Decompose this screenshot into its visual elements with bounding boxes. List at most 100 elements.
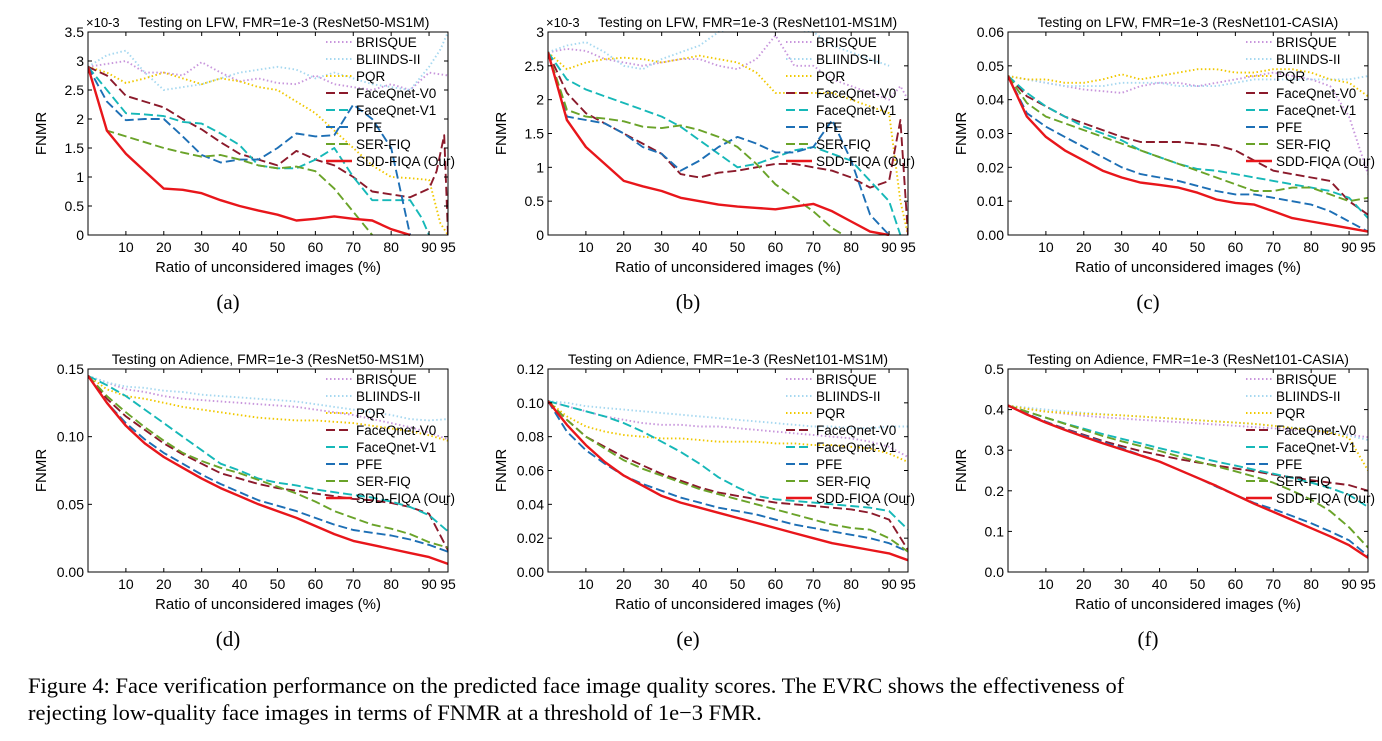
- panel-label: (b): [675, 290, 701, 314]
- y-tick-label: 0.00: [977, 227, 1004, 243]
- y-tick-label: 0.06: [977, 24, 1004, 40]
- series-line: [548, 400, 908, 430]
- x-axis-label: Ratio of unconsidered images (%): [1075, 259, 1301, 276]
- series-line: [88, 66, 412, 236]
- x-tick-label: 40: [232, 239, 248, 255]
- y-tick-label: 0.01: [977, 193, 1004, 209]
- y-tick-label: 3: [536, 24, 544, 40]
- chart-svg: 10 20 30 40 50 60 70 80 90 95 0 0.5 1 1.5 2 2.5 3 Ratio o…: [493, 14, 916, 276]
- x-tick-label: 80: [1303, 576, 1319, 592]
- chart-svg: 10 20 30 40 50 60 70 80 90 95 0 0.5 1 1.5 2 2.5 3 3.5 Rati…: [33, 14, 456, 276]
- x-tick-label: 50: [730, 239, 746, 255]
- chart-svg: 10 20 30 40 50 60 70 80 90 95 0.00 0.01 0.02 0.03 0.04…: [953, 14, 1376, 276]
- x-tick-label: 50: [730, 576, 746, 592]
- series-line: [1008, 404, 1368, 471]
- legend-entry: SER-FIQ: [816, 137, 871, 152]
- x-tick-label: 20: [616, 239, 632, 255]
- series-line: [1008, 68, 1368, 98]
- series-line: [88, 374, 448, 441]
- y-tick-label: 0.02: [517, 530, 544, 546]
- chart-title: Testing on LFW, FMR=1e-3 (ResNet50-MS1M): [138, 14, 429, 30]
- y-tick-label: 0.02: [977, 159, 1004, 175]
- y-axis-label: FNMR: [33, 449, 50, 492]
- y-tick-label: 0: [536, 227, 544, 243]
- x-tick-label: 20: [156, 239, 172, 255]
- legend-entry: BRISQUE: [1276, 372, 1337, 387]
- figure-caption: Figure 4: Face verification performance …: [28, 672, 1358, 726]
- x-tick-label: 80: [383, 576, 399, 592]
- y-tick-label: 0.10: [517, 395, 544, 411]
- x-tick-label: 10: [1038, 576, 1054, 592]
- chart-title: Testing on Adience, FMR=1e-3 (ResNet101-…: [568, 351, 888, 367]
- series-line: [88, 66, 430, 236]
- legend-entry: FaceQnet-V0: [356, 86, 436, 101]
- panel-label: (f): [1137, 627, 1159, 651]
- axis-exponent-label: ×10-3: [546, 15, 580, 30]
- y-tick-label: 0.0: [985, 564, 1005, 580]
- panel-label: (e): [676, 627, 700, 651]
- chart-svg: 10 20 30 40 50 60 70 80 90 95 0.00 0.02 0.04 0.06 0.08…: [493, 351, 916, 613]
- x-tick-label: 70: [805, 239, 821, 255]
- legend-entry: PFE: [356, 457, 382, 472]
- x-tick-label: 90: [1341, 576, 1357, 592]
- series-line: [548, 400, 908, 463]
- series-line: [88, 65, 448, 236]
- x-tick-label: 70: [345, 576, 361, 592]
- series-line: [548, 52, 845, 236]
- series-line: [548, 34, 908, 101]
- y-tick-label: 0.3: [985, 442, 1005, 458]
- y-tick-label: 0.00: [57, 564, 84, 580]
- x-axis-label: Ratio of unconsidered images (%): [1075, 596, 1301, 613]
- x-tick-label: 80: [843, 576, 859, 592]
- chart-title: Testing on LFW, FMR=1e-3 (ResNet101-CASI…: [1038, 14, 1339, 30]
- legend-entry: SER-FIQ: [816, 474, 871, 489]
- y-axis-label: FNMR: [493, 449, 510, 492]
- x-tick-label: 70: [345, 239, 361, 255]
- series-line: [548, 51, 902, 236]
- axis-exponent-label: ×10-3: [86, 15, 120, 30]
- legend-entry: PQR: [356, 69, 386, 84]
- legend-entry: FaceQnet-V1: [1276, 440, 1356, 455]
- chart-panel: 10 20 30 40 50 60 70 80 90 95 0.00 0.05 0.10 0.15 Rati…: [0, 347, 456, 667]
- x-tick-label: 95: [1360, 239, 1376, 255]
- x-tick-label: 10: [118, 239, 134, 255]
- series-line: [88, 66, 373, 236]
- legend-entry: SER-FIQ: [356, 137, 411, 152]
- legend-entry: BRISQUE: [1276, 35, 1337, 50]
- x-tick-label: 95: [900, 576, 916, 592]
- y-tick-label: 0.4: [985, 402, 1005, 418]
- chart-panel: 10 20 30 40 50 60 70 80 90 95 0.00 0.01 0.02 0.03 0.04…: [920, 10, 1376, 330]
- y-axis-label: FNMR: [953, 112, 970, 155]
- y-tick-label: 0.5: [525, 193, 545, 209]
- legend-entry: PFE: [816, 120, 842, 135]
- series-line: [1008, 404, 1368, 439]
- series-line: [548, 52, 890, 236]
- x-tick-label: 80: [383, 239, 399, 255]
- x-tick-label: 50: [270, 239, 286, 255]
- legend-entry: SDD-FIQA (Our): [356, 491, 455, 506]
- x-tick-label: 30: [1114, 239, 1130, 255]
- y-tick-label: 0.05: [977, 58, 1004, 74]
- x-tick-label: 60: [768, 239, 784, 255]
- x-tick-label: 20: [156, 576, 172, 592]
- panel-label: (a): [216, 290, 240, 314]
- series-line: [1008, 75, 1368, 88]
- legend-entry: SDD-FIQA (Our): [1276, 491, 1375, 506]
- legend-entry: PQR: [1276, 69, 1306, 84]
- y-tick-label: 1: [536, 159, 544, 175]
- x-tick-label: 30: [654, 576, 670, 592]
- y-tick-label: 0.03: [977, 126, 1004, 142]
- x-tick-label: 50: [1190, 576, 1206, 592]
- x-axis-label: Ratio of unconsidered images (%): [615, 596, 841, 613]
- caption-line-2: rejecting low-quality face images in ter…: [28, 700, 762, 725]
- series-line: [88, 375, 448, 549]
- legend-entry: BLIINDS-II: [356, 52, 421, 67]
- x-tick-label: 30: [1114, 576, 1130, 592]
- x-axis-label: Ratio of unconsidered images (%): [155, 596, 381, 613]
- legend-entry: PQR: [356, 406, 386, 421]
- series-line: [88, 375, 448, 551]
- x-tick-label: 20: [1076, 239, 1092, 255]
- series-line: [88, 374, 448, 533]
- legend-entry: FaceQnet-V1: [356, 103, 436, 118]
- x-tick-label: 95: [1360, 576, 1376, 592]
